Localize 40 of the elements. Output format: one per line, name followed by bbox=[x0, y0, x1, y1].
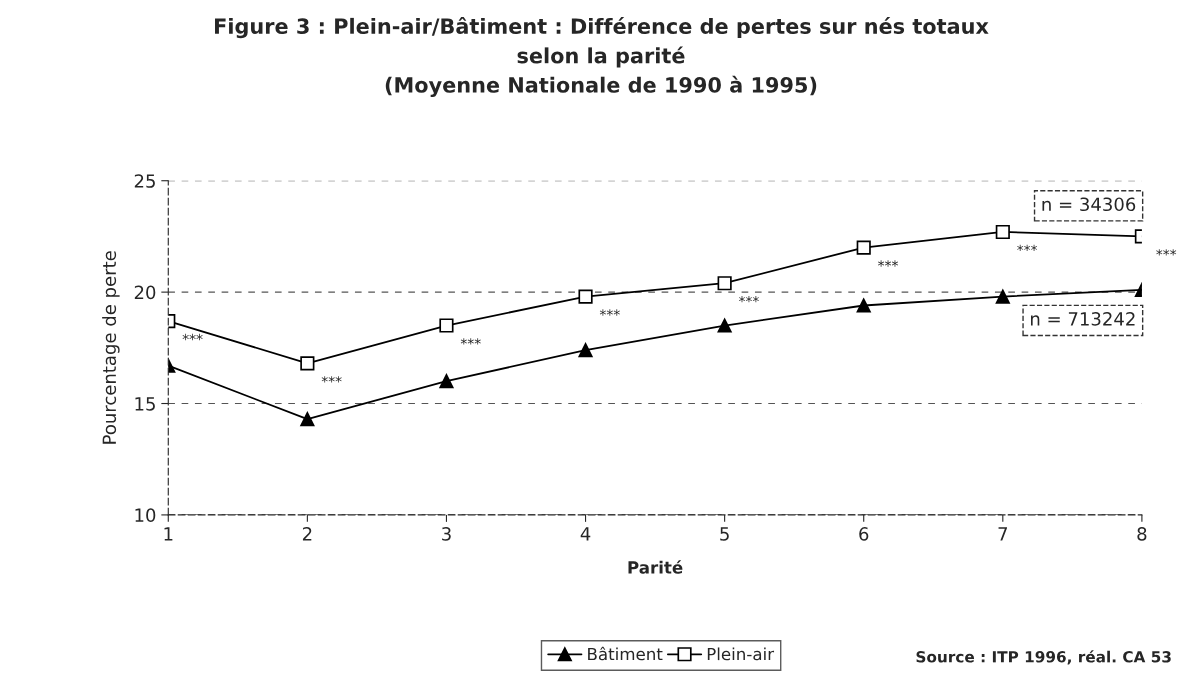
x-tick-label: 2 bbox=[302, 527, 312, 541]
x-tick-label: 6 bbox=[859, 527, 869, 541]
x-axis-title: Parité bbox=[628, 560, 683, 574]
chart-title: Figure 3 : Plein-air/Bâtiment : Différence de pertes sur nés totaux selon la parité (Moyenne Nationale de 1990 à 1995) bbox=[215, 17, 989, 98]
y-axis-title: Pourcentage de perte bbox=[102, 251, 120, 444]
point bbox=[856, 298, 871, 313]
x-tick-label: 4 bbox=[580, 527, 591, 541]
point bbox=[300, 412, 315, 427]
annotation: n = 713242 bbox=[1031, 312, 1135, 326]
legend-label: Plein-air bbox=[707, 647, 775, 661]
point bbox=[578, 289, 593, 304]
y-tick-label: 20 bbox=[134, 285, 156, 300]
point bbox=[995, 224, 1010, 240]
annotation: *** bbox=[738, 295, 759, 303]
annotation: *** bbox=[182, 333, 203, 341]
y-tick-label: 25 bbox=[134, 174, 155, 188]
x-tick-label: 7 bbox=[998, 527, 1008, 541]
annotation: *** bbox=[460, 338, 481, 345]
y-tick-label: 15 bbox=[135, 397, 155, 411]
annotation: *** bbox=[321, 376, 342, 383]
point bbox=[439, 374, 454, 389]
x-tick-label: 3 bbox=[442, 527, 451, 541]
point bbox=[856, 240, 871, 255]
x-tick-label: 8 bbox=[1137, 527, 1147, 541]
annotation: *** bbox=[878, 260, 899, 267]
point bbox=[717, 276, 732, 291]
y-tick-label: 10 bbox=[135, 508, 156, 523]
point bbox=[300, 356, 315, 371]
source-note: Source : ITP 1996, réal. CA 53 bbox=[916, 650, 1171, 665]
x-tick-label: 5 bbox=[720, 527, 729, 541]
point bbox=[578, 342, 593, 358]
annotation: *** bbox=[1156, 249, 1177, 256]
x-tick-label: 1 bbox=[164, 527, 173, 541]
point bbox=[439, 318, 454, 333]
legend-label: Bâtiment bbox=[588, 646, 663, 661]
point bbox=[995, 289, 1010, 304]
annotation: *** bbox=[599, 309, 620, 316]
point bbox=[717, 318, 732, 333]
annotation: n = 34306 bbox=[1042, 197, 1136, 212]
annotation: *** bbox=[1017, 244, 1038, 252]
